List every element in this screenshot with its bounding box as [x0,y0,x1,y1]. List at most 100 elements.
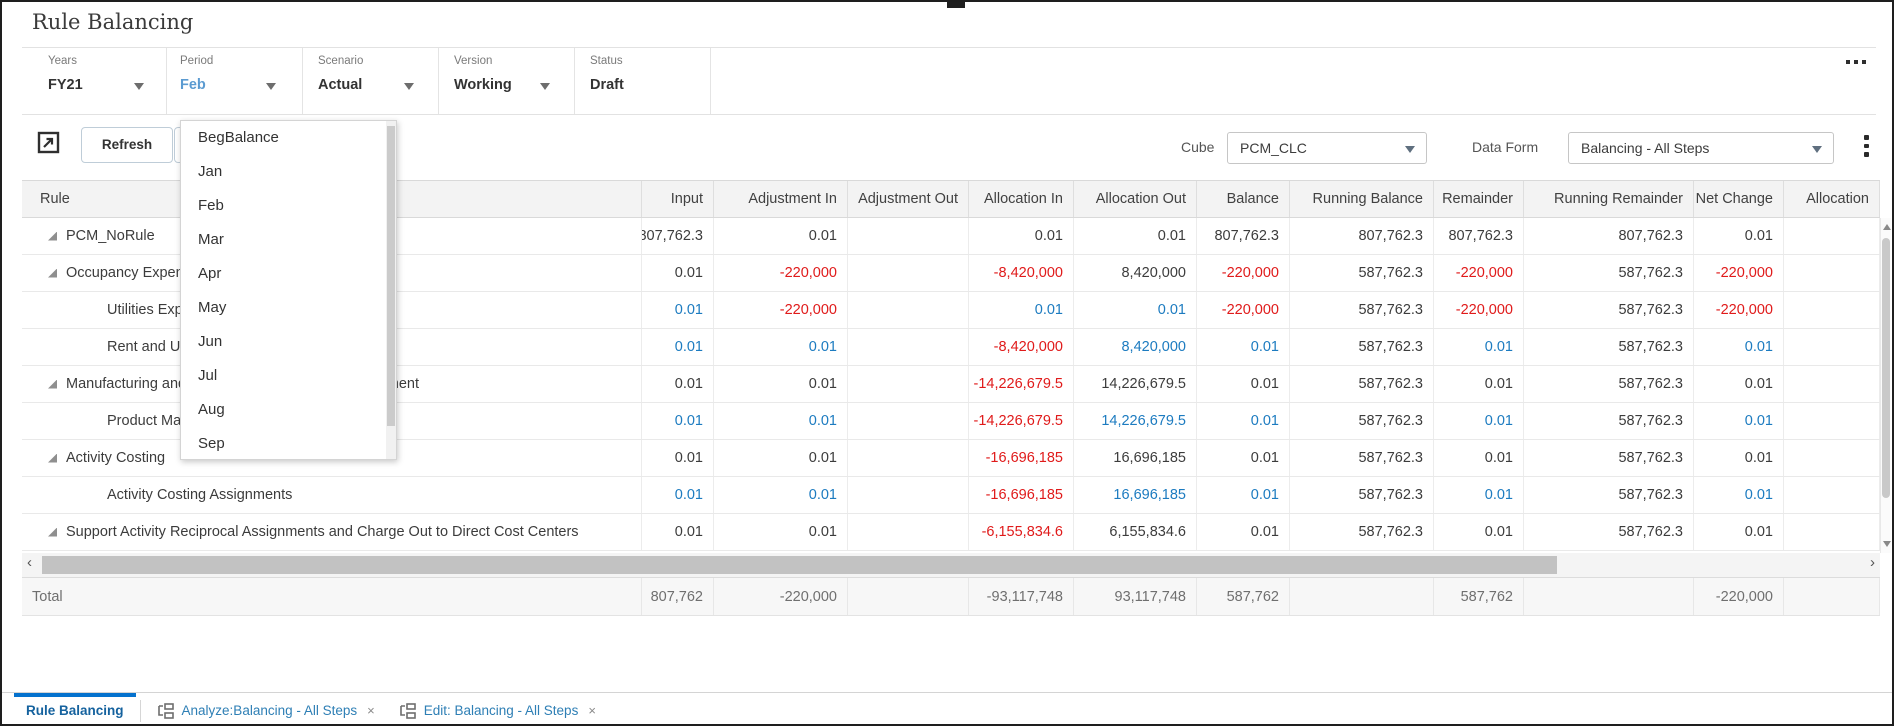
period-option-may[interactable]: May [198,299,227,316]
data-cell[interactable]: 0.01 [714,403,848,439]
period-option-sep[interactable]: Sep [198,435,225,452]
data-cell[interactable]: 0.01 [1434,329,1524,365]
tab-rule-balancing[interactable]: Rule Balancing [14,692,136,725]
pov-field-status[interactable]: Status Draft [590,55,702,96]
pov-value[interactable]: FY21 [48,77,83,93]
data-cell[interactable]: 0.01 [642,440,714,476]
data-cell[interactable]: -16,696,185 [969,477,1074,513]
data-cell[interactable]: 587,762.3 [1290,292,1434,328]
pov-value[interactable]: Actual [318,77,363,93]
pov-value[interactable]: Draft [590,77,624,93]
data-cell[interactable]: -220,000 [1694,255,1784,291]
cube-select[interactable]: PCM_CLC [1227,132,1427,164]
pov-field-version[interactable]: Version Working [454,55,566,96]
data-cell[interactable] [1784,440,1880,476]
data-cell[interactable]: 0.01 [1197,403,1290,439]
chevron-down-icon[interactable] [540,83,550,90]
tab-analyze-balancing-all-steps[interactable]: Analyze:Balancing - All Steps × [145,694,387,725]
period-option-feb[interactable]: Feb [198,197,224,214]
data-cell[interactable]: -16,696,185 [969,440,1074,476]
data-cell[interactable]: 0.01 [1197,366,1290,402]
scroll-down-icon[interactable] [1883,541,1891,547]
chevron-down-icon[interactable] [134,83,144,90]
scroll-up-icon[interactable] [1883,224,1891,230]
data-cell[interactable]: 587,762.3 [1524,440,1694,476]
data-cell[interactable]: 0.01 [642,292,714,328]
data-cell[interactable]: 807,762.3 [1524,218,1694,254]
data-cell[interactable]: 587,762.3 [1290,255,1434,291]
data-cell[interactable]: -220,000 [1197,292,1290,328]
scroll-left-icon[interactable]: ‹ [27,554,32,571]
period-option-mar[interactable]: Mar [198,231,224,248]
chevron-down-icon[interactable] [266,83,276,90]
data-cell[interactable]: 587,762.3 [1524,477,1694,513]
data-cell[interactable]: 587,762.3 [1524,403,1694,439]
data-cell[interactable] [848,403,969,439]
data-cell[interactable]: 587,762.3 [1524,514,1694,550]
data-cell[interactable]: 0.01 [1694,477,1784,513]
data-cell[interactable]: 587,762.3 [1290,440,1434,476]
data-cell[interactable] [848,477,969,513]
data-cell[interactable]: 8,420,000 [1074,329,1197,365]
data-cell[interactable]: -220,000 [1694,292,1784,328]
data-cell[interactable]: 0.01 [1694,366,1784,402]
data-cell[interactable] [848,514,969,550]
data-cell[interactable]: 587,762.3 [1290,514,1434,550]
data-cell[interactable]: -220,000 [1434,292,1524,328]
data-cell[interactable]: 0.01 [1694,218,1784,254]
data-cell[interactable]: 0.01 [1197,477,1290,513]
period-option-begbalance[interactable]: BegBalance [198,129,279,146]
data-cell[interactable] [848,255,969,291]
data-cell[interactable]: 0.01 [714,218,848,254]
vertical-scrollbar-thumb[interactable] [1882,238,1890,498]
data-cell[interactable]: 14,226,679.5 [1074,366,1197,402]
collapse-triangle-icon[interactable] [48,379,57,389]
data-cell[interactable]: 16,696,185 [1074,477,1197,513]
pov-field-years[interactable]: Years FY21 [48,55,160,96]
data-cell[interactable]: 587,762.3 [1524,366,1694,402]
data-cell[interactable] [1784,218,1880,254]
data-cell[interactable] [1784,403,1880,439]
open-in-window-icon[interactable] [35,129,62,156]
data-form-select[interactable]: Balancing - All Steps [1568,132,1834,164]
scroll-right-icon[interactable]: › [1870,554,1875,571]
data-cell[interactable]: 587,762.3 [1524,255,1694,291]
data-cell[interactable]: 0.01 [714,440,848,476]
data-cell[interactable]: 0.01 [642,366,714,402]
tab-edit-balancing-all-steps[interactable]: Edit: Balancing - All Steps × [387,694,608,725]
data-cell[interactable]: -6,155,834.6 [969,514,1074,550]
data-cell[interactable]: -14,226,679.5 [969,366,1074,402]
data-cell[interactable]: 0.01 [1434,477,1524,513]
data-cell[interactable]: 16,696,185 [1074,440,1197,476]
data-cell[interactable] [848,440,969,476]
data-cell[interactable]: 14,226,679.5 [1074,403,1197,439]
vertical-scrollbar[interactable] [1880,218,1891,553]
data-cell[interactable]: 8,420,000 [1074,255,1197,291]
data-cell[interactable]: 0.01 [714,329,848,365]
data-cell[interactable] [1784,477,1880,513]
data-cell[interactable] [848,329,969,365]
data-cell[interactable]: 807,762.3 [1290,218,1434,254]
pov-value[interactable]: Working [454,77,512,93]
dropdown-scrollbar-thumb[interactable] [387,126,395,426]
data-cell[interactable]: 0.01 [714,514,848,550]
data-cell[interactable] [848,366,969,402]
collapse-triangle-icon[interactable] [48,453,57,463]
data-cell[interactable]: 0.01 [642,255,714,291]
data-cell[interactable] [848,218,969,254]
data-cell[interactable]: 587,762.3 [1290,477,1434,513]
data-cell[interactable]: 0.01 [642,514,714,550]
period-option-jul[interactable]: Jul [198,367,218,384]
data-cell[interactable]: 0.01 [642,329,714,365]
data-cell[interactable]: 0.01 [1434,514,1524,550]
data-cell[interactable]: 0.01 [1694,440,1784,476]
data-cell[interactable]: -8,420,000 [969,255,1074,291]
data-cell[interactable] [1784,292,1880,328]
pov-field-period[interactable]: Period Feb [180,55,292,96]
data-cell[interactable]: -14,226,679.5 [969,403,1074,439]
collapse-triangle-icon[interactable] [48,231,57,241]
period-option-jun[interactable]: Jun [198,333,223,350]
data-cell[interactable]: -220,000 [714,255,848,291]
collapse-triangle-icon[interactable] [48,527,57,537]
data-cell[interactable]: 0.01 [714,477,848,513]
